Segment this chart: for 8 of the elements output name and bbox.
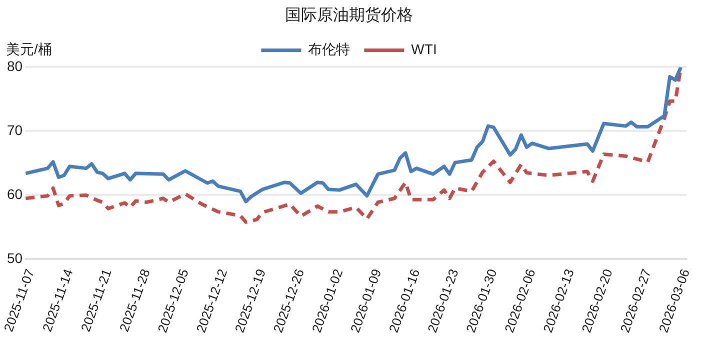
y-axis-title: 美元/桶 — [6, 41, 52, 58]
y-tick-label: 80 — [6, 58, 23, 74]
legend-label: WTI — [411, 41, 437, 58]
y-tick-label: 60 — [6, 186, 23, 202]
legend-label: 布伦特 — [308, 41, 350, 58]
y-tick-label: 50 — [6, 250, 23, 266]
chart-title: 国际原油期货价格 — [285, 6, 413, 24]
y-tick-label: 70 — [6, 122, 23, 138]
